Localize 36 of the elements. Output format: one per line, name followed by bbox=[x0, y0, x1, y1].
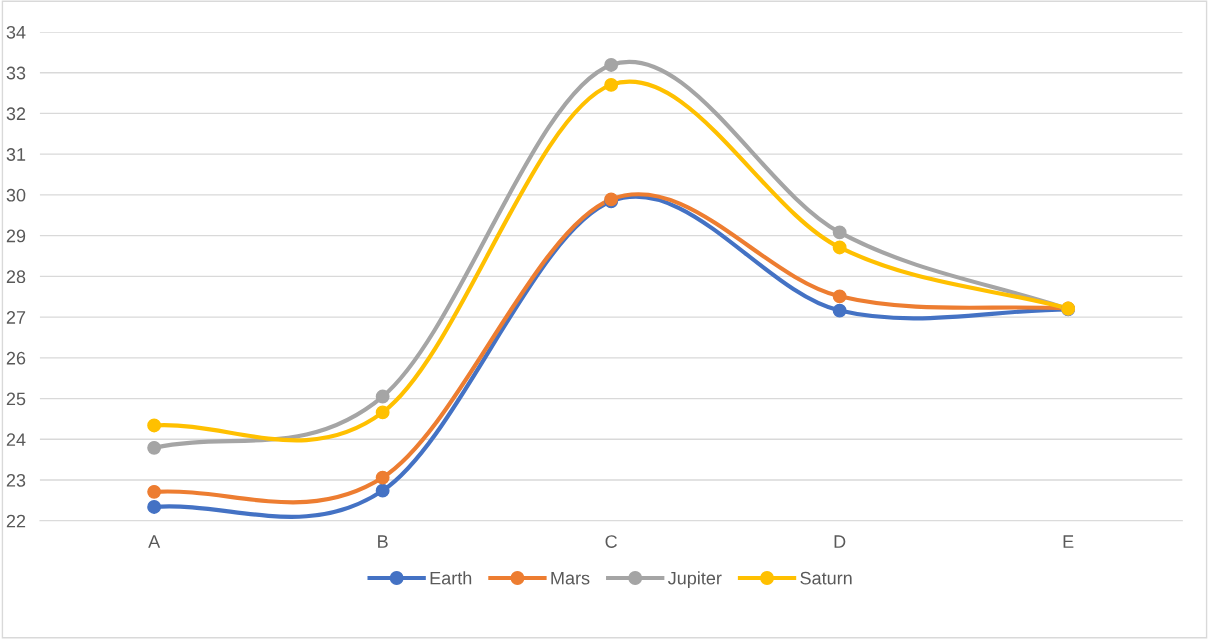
y-tick-label: 32 bbox=[6, 107, 26, 121]
y-tick-label: 23 bbox=[6, 473, 26, 487]
point bbox=[375, 405, 390, 420]
point bbox=[604, 77, 619, 92]
point bbox=[832, 289, 847, 304]
y-tick-label: 29 bbox=[6, 229, 26, 243]
x-tick-label: E bbox=[1063, 535, 1074, 548]
y-tick-label: 24 bbox=[6, 433, 26, 446]
y-tick-label: 25 bbox=[6, 392, 26, 406]
y-tick-label: 27 bbox=[6, 311, 26, 324]
y-tick-label: 31 bbox=[6, 148, 26, 161]
y-tick-label: 28 bbox=[6, 270, 26, 284]
point bbox=[832, 240, 847, 255]
point bbox=[375, 470, 390, 485]
x-tick-label: A bbox=[148, 535, 161, 548]
point bbox=[604, 58, 619, 72]
point bbox=[375, 483, 390, 498]
point bbox=[375, 389, 390, 404]
point bbox=[147, 484, 162, 499]
y-tick-label: 33 bbox=[6, 66, 26, 80]
legend-label: Saturn bbox=[800, 571, 852, 585]
y-tick-label: 34 bbox=[6, 25, 26, 39]
point bbox=[832, 303, 847, 318]
y-tick-label: 26 bbox=[6, 351, 26, 365]
point bbox=[147, 440, 162, 455]
point bbox=[832, 225, 847, 240]
x-tick-label: B bbox=[378, 535, 388, 548]
y-tick-label: 22 bbox=[6, 514, 26, 528]
x-tick-label: C bbox=[605, 535, 617, 548]
legend-label: Mars bbox=[551, 571, 590, 585]
y-tick-label: 30 bbox=[6, 188, 26, 202]
x-tick-label: D bbox=[834, 535, 846, 548]
point bbox=[147, 499, 162, 514]
legend-label: Jupiter bbox=[667, 571, 722, 589]
point bbox=[147, 418, 162, 433]
legend-label: Earth bbox=[430, 571, 472, 585]
